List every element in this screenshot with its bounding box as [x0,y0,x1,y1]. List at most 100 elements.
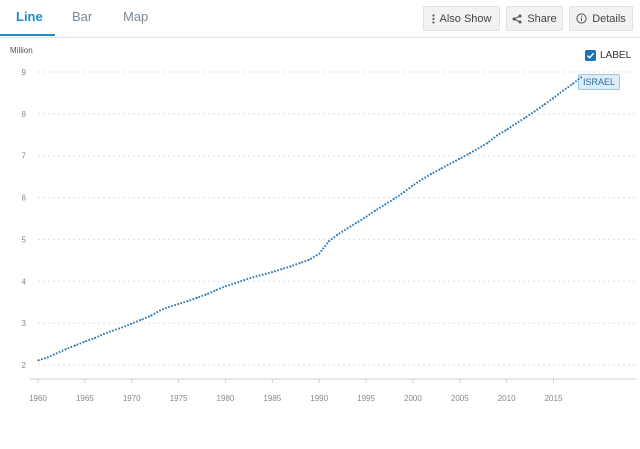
y-tick-label: 6 [22,194,27,203]
also-show-label: Also Show [439,12,492,25]
tab-bar[interactable]: Bar [72,9,93,24]
data-point [103,333,105,335]
x-tick-label: 2005 [451,394,469,403]
x-tick-label: 1990 [310,394,328,403]
details-button[interactable]: Details [569,6,633,31]
x-tick-label: 2000 [404,394,422,403]
y-tick-label: 5 [22,235,27,244]
y-tick-label: 4 [22,277,27,286]
x-tick-label: 1960 [29,394,47,403]
tab-line[interactable]: Line [16,9,43,24]
active-tab-indicator [0,34,55,36]
data-point [299,262,302,264]
tab-map[interactable]: Map [123,9,149,24]
x-tick-label: 1970 [123,394,141,403]
data-point [393,198,395,200]
data-point [552,97,555,99]
data-point [487,142,489,144]
data-point [356,222,358,224]
x-axis: 1960 1965 1970 1975 1980 1985 1990 1995 2000 2005… [29,378,636,403]
gridlines [38,71,636,366]
y-tick-label: 2 [22,361,27,370]
data-point [93,337,95,339]
data-point [56,352,58,354]
data-point [168,306,170,308]
y-tick-labels: 2 3 4 5 6 7 8 9 [22,68,27,370]
data-point [252,276,255,278]
data-point [196,297,198,299]
data-point [477,147,480,149]
data-point [187,300,189,302]
data-point [327,240,330,243]
data-point [215,289,217,291]
share-icon [512,14,522,24]
y-tick-label: 9 [22,68,27,77]
data-point [177,303,180,305]
label-toggle[interactable]: LABEL [585,48,631,62]
data-point [159,309,161,312]
also-show-button[interactable]: Also Show [423,6,500,31]
data-point [271,271,273,273]
data-point [496,134,498,136]
x-tick-label: 2010 [498,394,516,403]
series-line-israel[interactable] [37,76,583,362]
data-point [121,326,123,328]
data-point [402,191,405,194]
y-tick-label: 8 [22,110,27,119]
x-tick-label: 1980 [217,394,235,403]
data-point [234,282,236,284]
chart-toolbar: Line Bar Map Also Show Share Details [0,0,640,38]
data-point [449,163,452,165]
x-tick-label: 1965 [76,394,94,403]
data-point [431,173,433,175]
data-point [112,330,114,332]
share-button[interactable]: Share [506,6,563,31]
data-point [243,279,245,281]
data-point [346,227,348,230]
details-label: Details [592,12,626,25]
data-point [365,216,367,218]
data-point [149,315,152,317]
series-label-tag: ISRAEL [578,74,620,90]
share-label: Share [527,12,557,25]
data-point [318,253,320,255]
data-point [290,265,292,267]
data-point [309,258,311,261]
data-point [384,204,386,206]
label-checkbox[interactable] [585,49,596,61]
data-point [459,158,461,160]
data-point [65,348,67,350]
info-icon [576,13,587,24]
data-point [440,168,442,170]
data-point [46,356,48,359]
line-chart: Million 2 3 4 5 6 7 8 9 1960 1965 1970 1975 1980 198… [10,46,636,403]
data-point [543,104,545,106]
data-point [37,359,39,361]
data-point [206,293,208,295]
data-point [524,117,526,119]
data-point [571,83,573,85]
series-layer [37,76,583,362]
data-point [581,76,583,78]
data-point [534,110,536,112]
data-point [74,344,77,346]
x-tick-label: 1975 [170,394,188,403]
data-point [262,273,264,276]
kebab-menu-icon [431,13,435,24]
data-point [506,129,508,131]
data-point [468,153,470,155]
label-toggle-text: LABEL [600,49,632,61]
data-point [412,184,414,187]
data-point [374,209,377,212]
data-point [84,340,86,343]
data-point [140,319,142,321]
data-point [421,178,423,180]
data-point [337,233,339,236]
data-point [131,322,133,325]
data-point [224,285,227,287]
check-icon [586,52,595,59]
x-tick-label: 2015 [545,394,563,403]
y-tick-label: 7 [22,152,27,161]
data-point [562,90,564,92]
y-tick-label: 3 [22,319,27,328]
